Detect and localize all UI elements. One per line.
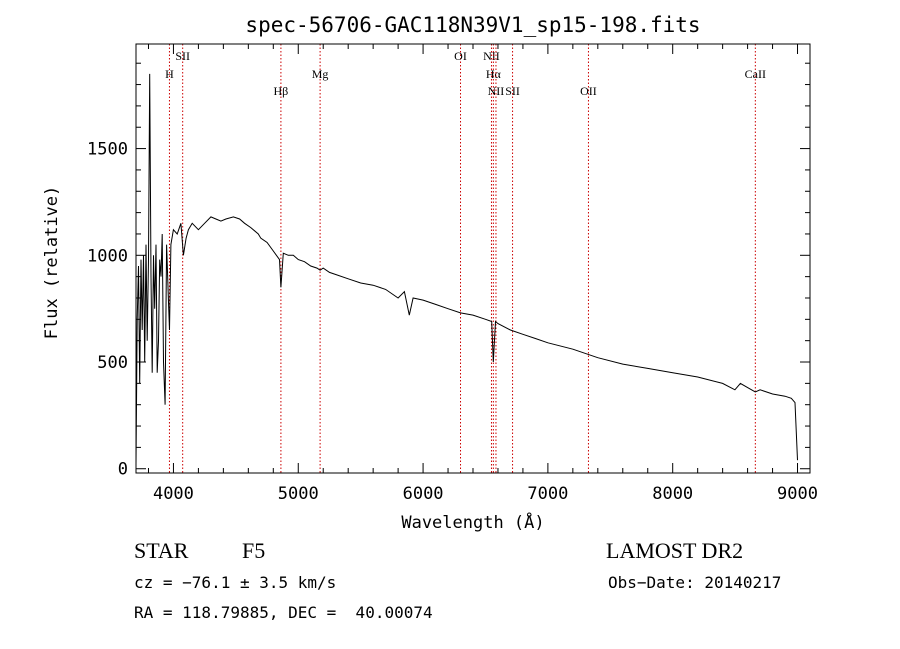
x-tick-label-1: 5000	[278, 484, 319, 504]
y-axis-label: Flux (relative)	[42, 186, 62, 340]
object-class: STAR	[134, 538, 189, 563]
x-tick-label-2: 6000	[403, 484, 444, 504]
x-tick-label-5: 9000	[777, 484, 818, 504]
y-tick-label-3: 1500	[87, 140, 128, 160]
y-tick-label-1: 500	[97, 353, 128, 373]
redshift-velocity: cz = −76.1 ± 3.5 km/s	[134, 573, 337, 592]
ra-dec-coordinates: RA = 118.79885, DEC = 40.00074	[134, 603, 433, 622]
plot-frame	[135, 43, 811, 474]
x-tick-label-4: 8000	[652, 484, 693, 504]
x-tick-label-3: 7000	[527, 484, 568, 504]
x-axis-label: Wavelength (Å)	[401, 511, 544, 533]
y-tick-label-0: 0	[118, 460, 128, 480]
survey-name: LAMOST DR2	[606, 538, 744, 563]
line-label-7: NII	[488, 84, 505, 98]
line-label-3: Mg	[312, 67, 329, 81]
x-tick-label-0: 4000	[153, 484, 194, 504]
spectrum-line	[135, 73, 798, 465]
line-label-2: Hβ	[274, 84, 289, 98]
line-label-0: H	[165, 67, 174, 81]
line-label-4: OI	[454, 49, 467, 63]
line-label-8: SII	[505, 84, 520, 98]
y-tick-label-2: 1000	[87, 246, 128, 266]
line-label-10: CaII	[745, 67, 766, 81]
line-label-5: NII	[483, 49, 500, 63]
object-subclass: F5	[242, 538, 266, 563]
line-label-1: SII	[175, 49, 190, 63]
line-label-9: OII	[580, 84, 597, 98]
observation-date: Obs−Date: 20140217	[608, 573, 782, 592]
line-label-6: Hα	[486, 67, 502, 81]
chart-title: spec-56706-GAC118N39V1_sp15-198.fits	[245, 13, 700, 37]
